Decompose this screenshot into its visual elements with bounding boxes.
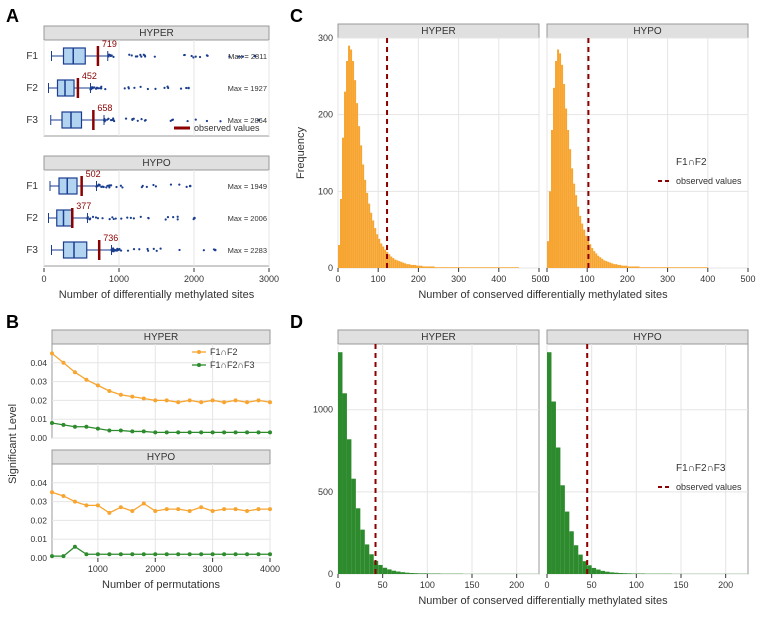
svg-text:HYPER: HYPER: [421, 332, 455, 343]
svg-text:2000: 2000: [145, 564, 165, 574]
svg-text:500: 500: [740, 274, 755, 284]
svg-text:0.03: 0.03: [30, 377, 47, 387]
svg-text:HYPO: HYPO: [147, 452, 176, 463]
svg-text:0.00: 0.00: [30, 433, 47, 443]
svg-text:HYPER: HYPER: [421, 26, 455, 37]
svg-text:0.04: 0.04: [30, 478, 47, 488]
svg-text:Number of differentially methy: Number of differentially methylated site…: [59, 289, 255, 301]
svg-text:0.02: 0.02: [30, 515, 47, 525]
svg-text:200: 200: [509, 580, 524, 590]
svg-text:400: 400: [491, 274, 506, 284]
svg-text:1000: 1000: [88, 564, 108, 574]
panel-d-histograms: HYPER 0 500 1000 0 50 100 150 200 HYPO 0 50 100 150 20…: [290, 316, 758, 621]
svg-text:300: 300: [660, 274, 675, 284]
svg-text:100: 100: [420, 580, 435, 590]
svg-text:0: 0: [335, 580, 340, 590]
svg-text:200: 200: [318, 110, 333, 120]
svg-text:50: 50: [587, 580, 597, 590]
svg-text:F2: F2: [26, 213, 38, 224]
panel-b-line-charts: HYPER 0.00 0.01 0.02 0.03 0.04 F1∩F2 F1∩F2∩F3 HY…: [2, 316, 287, 621]
svg-text:0: 0: [335, 274, 340, 284]
svg-text:150: 150: [464, 580, 479, 590]
svg-text:3000: 3000: [259, 274, 279, 284]
svg-text:2000: 2000: [184, 274, 204, 284]
svg-text:100: 100: [318, 186, 333, 196]
svg-text:658: 658: [97, 103, 112, 113]
svg-text:0: 0: [328, 569, 333, 579]
svg-text:736: 736: [103, 233, 118, 243]
svg-text:F1: F1: [26, 51, 38, 62]
svg-text:Number of conserved differenti: Number of conserved differentially methy…: [418, 595, 668, 607]
svg-text:observed values: observed values: [194, 123, 260, 133]
svg-text:100: 100: [371, 274, 386, 284]
svg-text:0.04: 0.04: [30, 358, 47, 368]
svg-text:0: 0: [41, 274, 46, 284]
svg-text:HYPO: HYPO: [633, 332, 662, 343]
svg-text:100: 100: [580, 274, 595, 284]
svg-text:F1∩F2∩F3: F1∩F2∩F3: [676, 463, 726, 474]
svg-text:719: 719: [102, 39, 117, 49]
svg-text:0.00: 0.00: [30, 553, 47, 563]
svg-text:observed values: observed values: [676, 482, 742, 492]
svg-text:HYPO: HYPO: [633, 26, 662, 37]
svg-text:F3: F3: [26, 245, 38, 256]
svg-text:0.03: 0.03: [30, 497, 47, 507]
svg-text:1000: 1000: [313, 405, 333, 415]
panel-a-boxplots: HYPER F1 719 Max = 2811 F2 452 Max = 1927 F3 658…: [2, 10, 287, 310]
svg-text:0: 0: [544, 274, 549, 284]
svg-text:0: 0: [328, 263, 333, 273]
svg-text:Significant Level: Significant Level: [7, 404, 19, 484]
svg-text:452: 452: [82, 71, 97, 81]
svg-text:0.01: 0.01: [30, 414, 47, 424]
svg-text:Number of conserved differenti: Number of conserved differentially methy…: [418, 289, 668, 301]
svg-text:200: 200: [411, 274, 426, 284]
svg-text:500: 500: [318, 487, 333, 497]
svg-text:0.02: 0.02: [30, 395, 47, 405]
svg-text:Frequency: Frequency: [295, 127, 307, 179]
svg-text:observed values: observed values: [676, 176, 742, 186]
svg-text:300: 300: [451, 274, 466, 284]
svg-text:0.01: 0.01: [30, 534, 47, 544]
svg-text:0: 0: [544, 580, 549, 590]
svg-text:F1∩F2: F1∩F2: [210, 347, 237, 357]
svg-text:Number of permutations: Number of permutations: [102, 579, 220, 591]
svg-text:F3: F3: [26, 115, 38, 126]
panel-c-histograms: HYPER 0 100 200 300 0 100 200 300 400 500 HYPO 0 100 2…: [290, 10, 758, 310]
svg-text:Max = 1927: Max = 1927: [228, 84, 267, 93]
svg-text:150: 150: [673, 580, 688, 590]
svg-text:F1∩F2: F1∩F2: [676, 157, 707, 168]
svg-text:HYPO: HYPO: [142, 158, 171, 169]
svg-text:377: 377: [76, 201, 91, 211]
svg-text:300: 300: [318, 33, 333, 43]
svg-text:HYPER: HYPER: [139, 28, 173, 39]
svg-text:F1∩F2∩F3: F1∩F2∩F3: [210, 360, 254, 370]
svg-text:200: 200: [718, 580, 733, 590]
svg-text:F2: F2: [26, 83, 38, 94]
svg-text:3000: 3000: [203, 564, 223, 574]
svg-text:1000: 1000: [109, 274, 129, 284]
svg-text:4000: 4000: [260, 564, 280, 574]
svg-text:Max = 2811: Max = 2811: [228, 52, 267, 61]
svg-text:200: 200: [620, 274, 635, 284]
svg-text:Max = 2006: Max = 2006: [228, 214, 267, 223]
svg-text:50: 50: [378, 580, 388, 590]
svg-text:100: 100: [629, 580, 644, 590]
svg-text:Max = 2283: Max = 2283: [228, 246, 267, 255]
svg-text:HYPER: HYPER: [144, 332, 178, 343]
svg-text:400: 400: [700, 274, 715, 284]
svg-text:F1: F1: [26, 181, 38, 192]
svg-text:Max = 1949: Max = 1949: [228, 182, 267, 191]
svg-text:502: 502: [86, 169, 101, 179]
